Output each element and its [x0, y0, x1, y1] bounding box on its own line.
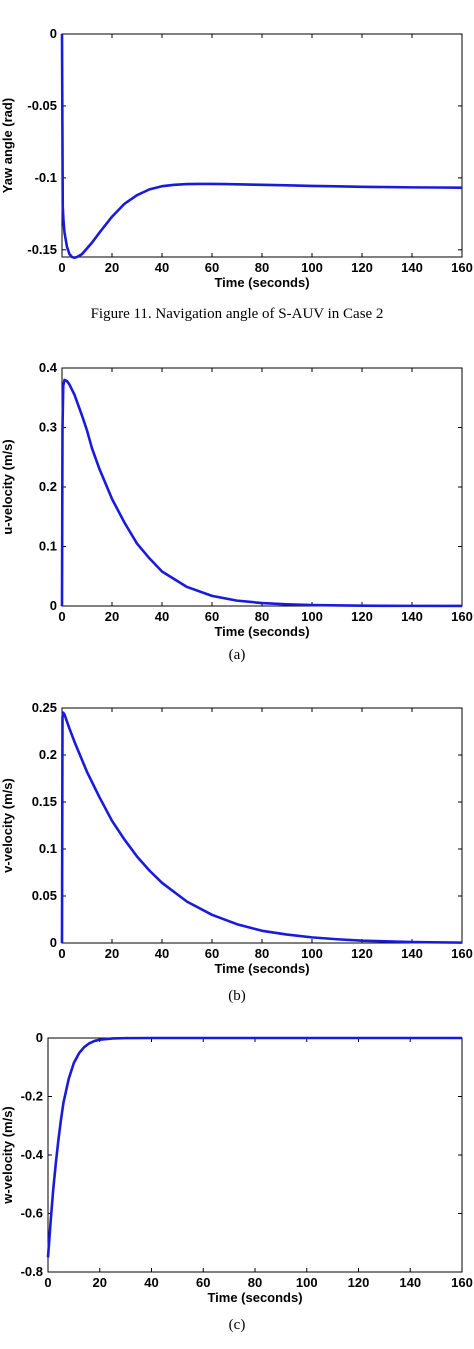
- x-tick-label: 140: [399, 1275, 421, 1290]
- figure11-caption: Figure 11. Navigation angle of S-AUV in …: [90, 306, 384, 322]
- x-axis-label: Time (seconds): [214, 624, 309, 639]
- x-tick-label: 100: [296, 1275, 318, 1290]
- v-velocity-chart: 0 20 40 60 80 100 120 140 160 0 0.05 0.1 0.15 0.2 0.25…: [0, 680, 474, 992]
- x-tick-label: 140: [401, 609, 423, 624]
- x-tick-label: 80: [248, 1275, 262, 1290]
- series-line: [60, 378, 463, 608]
- y-tick-label: 0.2: [39, 479, 57, 494]
- y-tick-label: 0.15: [32, 794, 57, 809]
- x-tick-label: 40: [155, 260, 169, 275]
- y-tick-label: 0: [50, 598, 57, 613]
- v-velocity-chart-svg: 0 20 40 60 80 100 120 140 160 0 0.05 0.1 0.15 0.2 0.25…: [0, 700, 473, 976]
- plot-frame: [61, 707, 463, 944]
- x-tick-label: 40: [144, 1275, 158, 1290]
- series-line: [46, 1036, 462, 1258]
- y-tick-label: -0.05: [27, 98, 57, 113]
- x-tick-label: 60: [205, 946, 219, 961]
- series-line: [60, 33, 463, 260]
- x-tick-label: 20: [105, 946, 119, 961]
- y-tick-label: 0.1: [39, 841, 57, 856]
- subcaption-c: (c): [228, 1317, 246, 1333]
- subcaption-b: (b): [228, 988, 246, 1004]
- y-tick-label: 0.2: [39, 747, 57, 762]
- plot-frame: [61, 367, 463, 607]
- y-tick-label: -0.15: [27, 242, 57, 257]
- y-tick-label: 0.4: [39, 360, 58, 375]
- x-tick-label: 120: [348, 1275, 370, 1290]
- x-tick-label: 160: [451, 946, 473, 961]
- y-tick-label: -0.2: [21, 1089, 43, 1104]
- yaw-angle-chart-svg: 0 20 40 60 80 100 120 140 160 0 -0.05 -0.1 -0.15 Time…: [0, 26, 473, 290]
- series-line: [60, 711, 463, 944]
- x-axis-label: Time (seconds): [207, 1290, 302, 1305]
- x-tick-label: 20: [105, 260, 119, 275]
- x-tick-label: 0: [44, 1275, 51, 1290]
- x-tick-label: 60: [196, 1275, 210, 1290]
- y-axis-label: w-velocity (m/s): [0, 1106, 15, 1205]
- y-tick-label: -0.8: [21, 1264, 43, 1279]
- x-tick-label: 60: [205, 260, 219, 275]
- x-tick-label: 120: [351, 260, 373, 275]
- x-tick-label: 100: [301, 260, 323, 275]
- x-tick-label: 40: [155, 609, 169, 624]
- y-tick-label: 0: [36, 1030, 43, 1045]
- x-axis-label: Time (seconds): [214, 275, 309, 290]
- y-tick-label: 0: [50, 26, 57, 41]
- y-tick-label: -0.4: [21, 1147, 44, 1162]
- x-tick-label: 100: [301, 609, 323, 624]
- yaw-angle-chart: 0 20 40 60 80 100 120 140 160 0 -0.05 -0.1 -0.15 Time…: [0, 0, 474, 300]
- y-axis-label: v-velocity (m/s): [0, 778, 15, 873]
- x-tick-label: 120: [351, 946, 373, 961]
- y-tick-label: 0: [50, 935, 57, 950]
- x-tick-label: 0: [58, 609, 65, 624]
- x-tick-label: 140: [401, 260, 423, 275]
- x-tick-label: 120: [351, 609, 373, 624]
- u-velocity-chart: 0 20 40 60 80 100 120 140 160 0 0.1 0.2 0.3 0.4 Time (…: [0, 340, 474, 650]
- x-tick-label: 0: [58, 946, 65, 961]
- u-velocity-chart-svg: 0 20 40 60 80 100 120 140 160 0 0.1 0.2 0.3 0.4 Time (…: [0, 360, 473, 639]
- x-tick-label: 0: [58, 260, 65, 275]
- x-tick-label: 100: [301, 946, 323, 961]
- y-tick-label: 0.3: [39, 420, 57, 435]
- y-tick-label: -0.6: [21, 1206, 43, 1221]
- x-tick-label: 40: [155, 946, 169, 961]
- x-tick-label: 80: [255, 946, 269, 961]
- plot-frame: [47, 1037, 463, 1273]
- x-tick-label: 80: [255, 609, 269, 624]
- x-tick-label: 80: [255, 260, 269, 275]
- x-tick-label: 160: [451, 609, 473, 624]
- subcaption-a: (a): [228, 647, 246, 663]
- x-tick-label: 160: [451, 260, 473, 275]
- y-axis-label: u-velocity (m/s): [0, 439, 15, 534]
- y-axis-label: Yaw angle (rad): [0, 98, 15, 193]
- y-tick-label: -0.1: [35, 170, 57, 185]
- x-tick-label: 60: [205, 609, 219, 624]
- x-tick-label: 20: [93, 1275, 107, 1290]
- x-tick-label: 140: [401, 946, 423, 961]
- y-tick-label: 0.05: [32, 888, 57, 903]
- w-velocity-chart-svg: 0 20 40 60 80 100 120 140 160 0 -0.2 -0.4 -0.6 -0.8 Ti…: [0, 1030, 473, 1305]
- y-tick-label: 0.1: [39, 539, 57, 554]
- w-velocity-chart: 0 20 40 60 80 100 120 140 160 0 -0.2 -0.4 -0.6 -0.8 Ti…: [0, 1008, 474, 1320]
- x-tick-label: 20: [105, 609, 119, 624]
- y-tick-label: 0.25: [32, 700, 57, 715]
- x-axis-label: Time (seconds): [214, 961, 309, 976]
- plot-frame: [61, 33, 463, 258]
- x-tick-label: 160: [451, 1275, 473, 1290]
